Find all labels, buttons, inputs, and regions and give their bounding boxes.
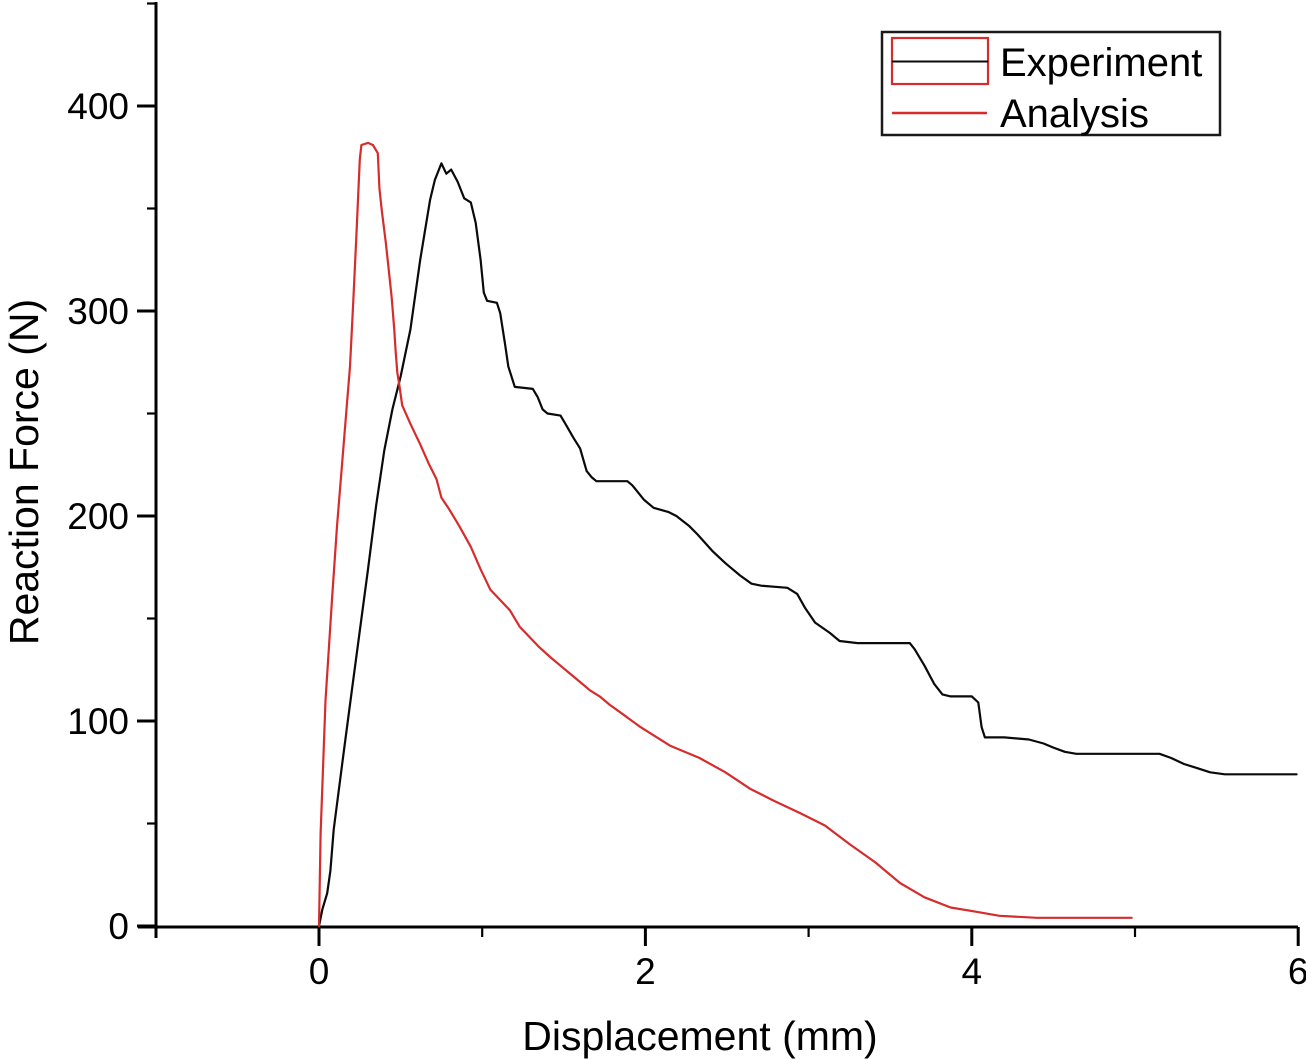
legend: Experiment Analysis	[880, 30, 1222, 137]
curve-experiment	[317, 162, 1298, 928]
x-tick-label: 0	[309, 951, 330, 992]
tick-labels: 0 2 4 6 0 100 200 300 400	[67, 86, 1306, 992]
x-tick-label: 6	[1288, 951, 1306, 992]
y-tick-label: 0	[108, 906, 129, 947]
axis-ticks	[137, 2, 1300, 946]
y-tick-label: 200	[67, 496, 129, 537]
x-tick-label: 2	[635, 951, 656, 992]
y-tick-label: 300	[67, 291, 129, 332]
legend-label-analysis: Analysis	[1000, 92, 1149, 136]
legend-label-experiment: Experiment	[1000, 41, 1202, 85]
data-curves	[317, 141, 1298, 928]
curve-analysis	[317, 141, 1133, 928]
y-tick-label: 400	[67, 86, 129, 127]
x-tick-label: 4	[962, 951, 983, 992]
y-axis-title: Reaction Force (N)	[1, 299, 47, 645]
axes	[138, 2, 1298, 938]
y-tick-label: 100	[67, 701, 129, 742]
x-axis-title: Displacement (mm)	[522, 1013, 877, 1059]
